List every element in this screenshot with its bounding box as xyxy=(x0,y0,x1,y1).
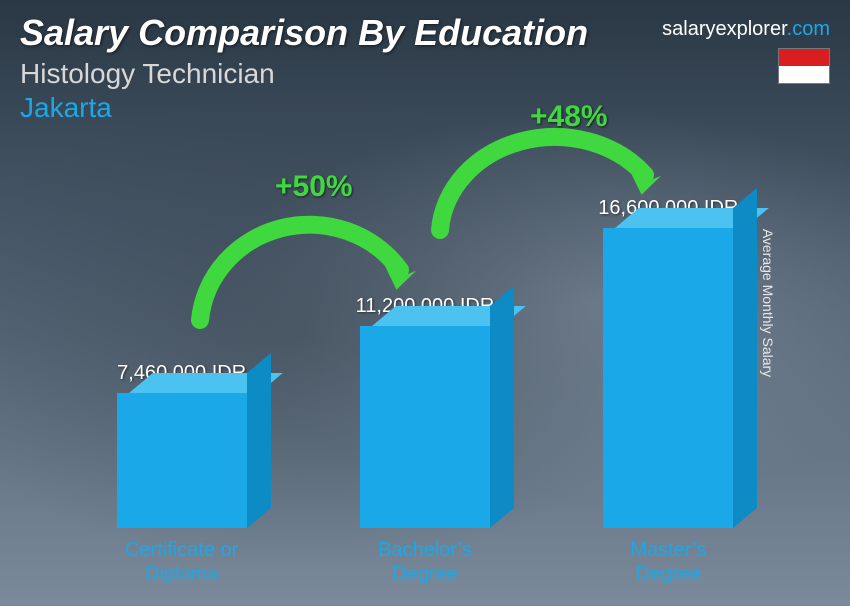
increase-pct-label: +50% xyxy=(275,170,353,204)
brand-label: salaryexplorer.com xyxy=(662,18,830,41)
bar-front-face xyxy=(603,228,733,528)
brand-name: salaryexplorer xyxy=(662,18,787,40)
bar-3d xyxy=(360,326,490,528)
bar-front-face xyxy=(360,326,490,528)
bar-group: 11,200,000 IDRBachelor’sDegree xyxy=(303,295,546,586)
brand-domain: .com xyxy=(787,18,830,40)
bar-chart: 7,460,000 IDRCertificate orDiploma11,200… xyxy=(60,180,790,586)
bar-side-face xyxy=(490,286,514,528)
bar-front-face xyxy=(117,393,247,528)
bar-side-face xyxy=(247,353,271,528)
bar-group: 16,600,000 IDRMaster’sDegree xyxy=(547,197,790,586)
chart-subtitle: Histology Technician xyxy=(20,58,830,90)
bar-side-face xyxy=(733,188,757,528)
country-flag-icon xyxy=(778,48,830,84)
bar-group: 7,460,000 IDRCertificate orDiploma xyxy=(60,362,303,586)
flag-bottom-stripe xyxy=(779,66,829,83)
bar-3d xyxy=(117,393,247,528)
chart-location: Jakarta xyxy=(20,92,830,124)
bar-3d xyxy=(603,228,733,528)
bar-category-label: Bachelor’sDegree xyxy=(378,538,472,586)
flag-top-stripe xyxy=(779,49,829,66)
bar-category-label: Certificate orDiploma xyxy=(125,538,238,586)
bar-category-label: Master’sDegree xyxy=(630,538,706,586)
increase-pct-label: +48% xyxy=(530,100,608,134)
